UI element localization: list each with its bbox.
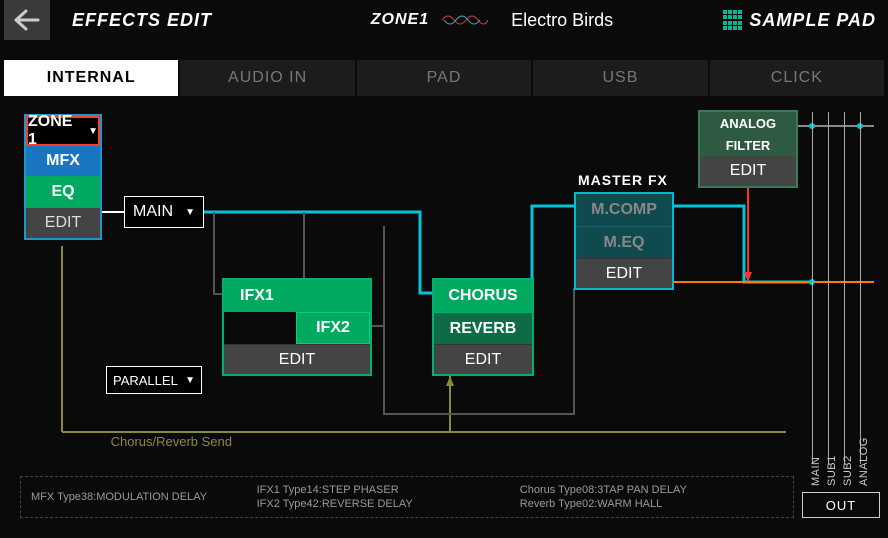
tab-internal[interactable]: INTERNAL xyxy=(4,60,178,96)
parallel-mode-selector[interactable]: PARALLEL ▼ xyxy=(106,366,202,394)
chevron-down-icon: ▼ xyxy=(185,207,195,218)
ifx-edit-button[interactable]: EDIT xyxy=(224,344,370,374)
chorus-reverb-send-label: Chorus/Reverb Send xyxy=(102,434,232,449)
bus-label-sub1: SUB1 xyxy=(826,455,838,486)
master-fx-edit-button[interactable]: EDIT xyxy=(576,258,672,288)
analog-filter-edit-button[interactable]: EDIT xyxy=(700,156,796,186)
bus-label-sub2: SUB2 xyxy=(842,455,854,486)
page-title: EFFECTS EDIT xyxy=(54,10,230,31)
bus-line-sub1 xyxy=(828,112,829,464)
bus-line-main xyxy=(812,112,813,464)
parallel-mode-label: PARALLEL xyxy=(113,373,178,388)
master-comp-button[interactable]: M.COMP xyxy=(576,194,672,226)
analog-filter-label-1: ANALOG xyxy=(700,112,796,134)
status-reverb: Reverb Type02:WARM HALL xyxy=(520,498,783,510)
output-box: OUT xyxy=(802,492,880,518)
sample-pad-label: SAMPLE PAD xyxy=(749,10,876,31)
patch-name: Electro Birds xyxy=(501,10,613,31)
tab-pad[interactable]: PAD xyxy=(357,60,531,96)
tab-audio-in[interactable]: AUDIO IN xyxy=(180,60,354,96)
ifx2-button[interactable]: IFX2 xyxy=(296,312,370,344)
output-mode-selector[interactable]: MAIN ▼ xyxy=(124,196,204,228)
master-fx-label: MASTER FX xyxy=(578,172,668,188)
zone-eq-button[interactable]: EQ xyxy=(26,176,100,208)
header-zone-label: ZONE1 xyxy=(371,11,429,29)
zone-selector[interactable]: ZONE 1 ▼ xyxy=(26,116,100,146)
waveform-icon xyxy=(439,6,491,34)
routing-diagram: ZONE 1 ▼ MFX EQ EDIT MAIN ▼ PARALLEL ▼ I… xyxy=(4,96,884,536)
chorus-reverb-edit-button[interactable]: EDIT xyxy=(434,344,532,374)
zone-selector-label: ZONE 1 xyxy=(28,113,84,149)
analog-filter-label-2: FILTER xyxy=(700,134,796,156)
output-mode-label: MAIN xyxy=(133,203,173,221)
zone-edit-button[interactable]: EDIT xyxy=(26,208,100,238)
sample-pad-button[interactable]: SAMPLE PAD xyxy=(723,10,884,31)
tab-usb[interactable]: USB xyxy=(533,60,707,96)
bus-line-sub2 xyxy=(844,112,845,464)
chevron-down-icon: ▼ xyxy=(185,375,195,386)
chorus-reverb-block: CHORUS REVERB EDIT xyxy=(432,278,534,376)
master-fx-block: M.COMP M.EQ EDIT xyxy=(574,192,674,290)
status-chorus: Chorus Type08:3TAP PAN DELAY xyxy=(520,484,783,496)
tab-bar: INTERNAL AUDIO IN PAD USB CLICK xyxy=(4,60,884,96)
ifx-block: IFX1 IFX2 EDIT xyxy=(222,278,372,376)
zone-block: ZONE 1 ▼ MFX EQ EDIT xyxy=(24,114,102,240)
status-ifx1: IFX1 Type14:STEP PHASER xyxy=(257,484,520,496)
bus-label-main: MAIN xyxy=(810,457,822,487)
back-button[interactable] xyxy=(4,0,50,40)
chorus-button[interactable]: CHORUS xyxy=(434,280,532,312)
status-ifx2: IFX2 Type42:REVERSE DELAY xyxy=(257,498,520,510)
chevron-down-icon: ▼ xyxy=(88,126,98,137)
zone-mfx-button[interactable]: MFX xyxy=(26,146,100,176)
analog-filter-block: ANALOG FILTER EDIT xyxy=(698,110,798,188)
reverb-button[interactable]: REVERB xyxy=(434,312,532,344)
status-panel: MFX Type38:MODULATION DELAY IFX1 Type14:… xyxy=(20,476,794,518)
tab-click[interactable]: CLICK xyxy=(710,60,884,96)
bus-label-analog: ANALOG xyxy=(858,437,870,486)
master-eq-button[interactable]: M.EQ xyxy=(576,226,672,258)
grid-icon xyxy=(723,10,743,30)
ifx1-button[interactable]: IFX1 xyxy=(224,280,370,312)
status-mfx: MFX Type38:MODULATION DELAY xyxy=(31,491,257,503)
bus-line-analog xyxy=(860,112,861,464)
